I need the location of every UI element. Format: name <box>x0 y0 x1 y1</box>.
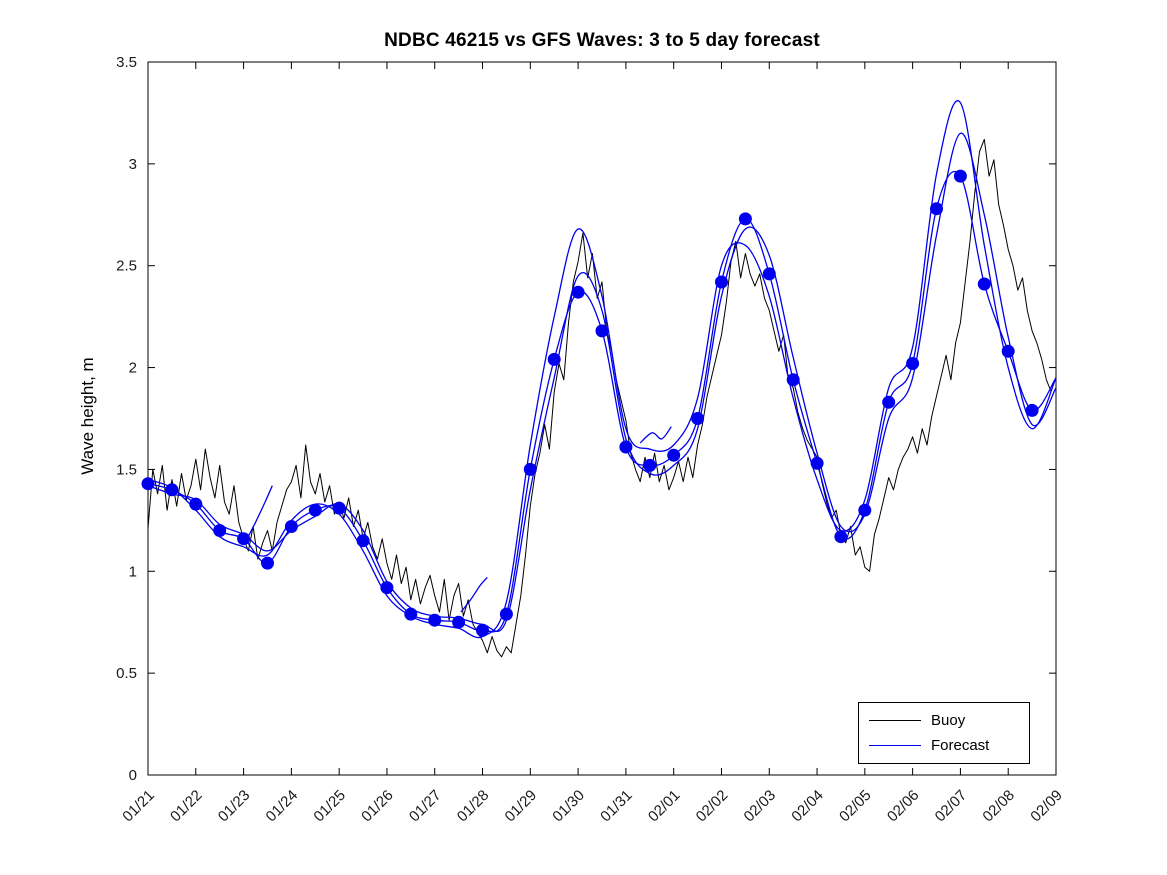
x-tick-label: 02/01 <box>645 787 684 826</box>
forecast-marker <box>523 462 537 476</box>
forecast-marker <box>547 352 561 366</box>
x-tick-label: 01/27 <box>406 787 445 826</box>
forecast-marker <box>882 395 896 409</box>
forecast-run-2-line <box>147 100 1057 639</box>
x-tick-label: 02/07 <box>932 787 971 826</box>
forecast-marker <box>715 275 728 289</box>
forecast-marker <box>619 440 633 454</box>
y-tick-label: 1.5 <box>116 461 137 478</box>
forecast-marker <box>189 497 203 511</box>
forecast-marker <box>571 285 585 299</box>
x-tick-label: 01/24 <box>263 787 302 826</box>
x-tick-label: 01/22 <box>167 787 206 826</box>
x-tick-label: 02/09 <box>1027 787 1066 826</box>
y-tick-label: 1 <box>129 563 137 580</box>
y-tick-label: 2 <box>129 360 137 377</box>
forecast-marker <box>499 607 513 621</box>
x-tick-label: 01/31 <box>597 787 636 826</box>
legend-entry-forecast: Forecast <box>859 737 1029 754</box>
y-tick-label: 3.5 <box>116 54 137 71</box>
forecast-marker <box>165 483 179 497</box>
y-tick-label: 2.5 <box>116 258 137 275</box>
forecast-marker <box>476 623 489 637</box>
forecast-marker <box>284 520 298 533</box>
forecast-marker <box>237 532 251 546</box>
forecast-marker <box>643 458 657 472</box>
forecast-marker <box>380 581 394 595</box>
buoy-line-swatch <box>869 719 921 721</box>
forecast-marker <box>953 169 967 183</box>
forecast-marker <box>213 524 227 537</box>
forecast-run-3-line <box>147 132 1057 633</box>
forecast-stub-line <box>460 576 488 613</box>
forecast-marker <box>356 534 370 548</box>
y-tick-label: 0 <box>129 767 137 784</box>
x-tick-label: 02/02 <box>693 787 732 826</box>
x-tick-label: 01/23 <box>215 787 254 826</box>
forecast-marker <box>428 613 442 627</box>
forecast-marker <box>691 412 705 425</box>
forecast-marker <box>786 373 800 387</box>
forecast-marker <box>810 456 824 470</box>
x-tick-label: 01/28 <box>454 787 493 826</box>
y-tick-label: 0.5 <box>116 665 137 682</box>
axes-box <box>147 61 1057 776</box>
forecast-marker <box>667 448 681 462</box>
forecast-line-swatch <box>869 745 921 747</box>
legend-label-buoy: Buoy <box>931 711 966 729</box>
forecast-marker <box>1025 403 1039 417</box>
x-tick-label: 02/06 <box>884 787 923 826</box>
forecast-marker <box>1001 344 1015 358</box>
x-tick-label: 01/21 <box>119 787 158 826</box>
forecast-marker <box>834 530 848 544</box>
x-tick-label: 02/04 <box>788 787 827 826</box>
forecast-marker <box>452 615 466 629</box>
legend-label-forecast: Forecast <box>931 737 990 755</box>
x-tick-label: 02/05 <box>836 787 875 826</box>
buoy-line <box>147 138 1052 658</box>
x-tick-label: 01/26 <box>358 787 397 826</box>
forecast-marker <box>332 501 346 515</box>
chart-title: NDBC 46215 vs GFS Waves: 3 to 5 day fore… <box>384 30 820 51</box>
forecast-marker <box>977 277 991 291</box>
x-tick-label: 01/29 <box>502 787 541 826</box>
x-tick-label: 01/25 <box>310 787 349 826</box>
legend: Buoy Forecast <box>858 702 1030 764</box>
forecast-marker <box>762 267 776 281</box>
legend-entry-buoy: Buoy <box>859 712 1029 729</box>
forecast-marker <box>930 202 943 216</box>
forecast-marker <box>858 503 872 517</box>
forecast-stub-line <box>639 426 672 444</box>
forecast-marker <box>261 556 274 570</box>
forecast-marker <box>595 324 609 338</box>
x-tick-label: 02/03 <box>741 787 780 826</box>
y-tick-label: 3 <box>129 156 137 173</box>
forecast-line <box>147 170 1057 633</box>
forecast-marker <box>141 477 155 491</box>
x-tick-label: 01/30 <box>549 787 588 826</box>
forecast-marker <box>738 212 752 226</box>
forecast-marker <box>404 607 418 621</box>
forecast-stub-line <box>245 485 273 542</box>
forecast-marker <box>906 357 920 370</box>
x-tick-label: 02/08 <box>979 787 1018 826</box>
forecast-marker <box>308 503 322 517</box>
